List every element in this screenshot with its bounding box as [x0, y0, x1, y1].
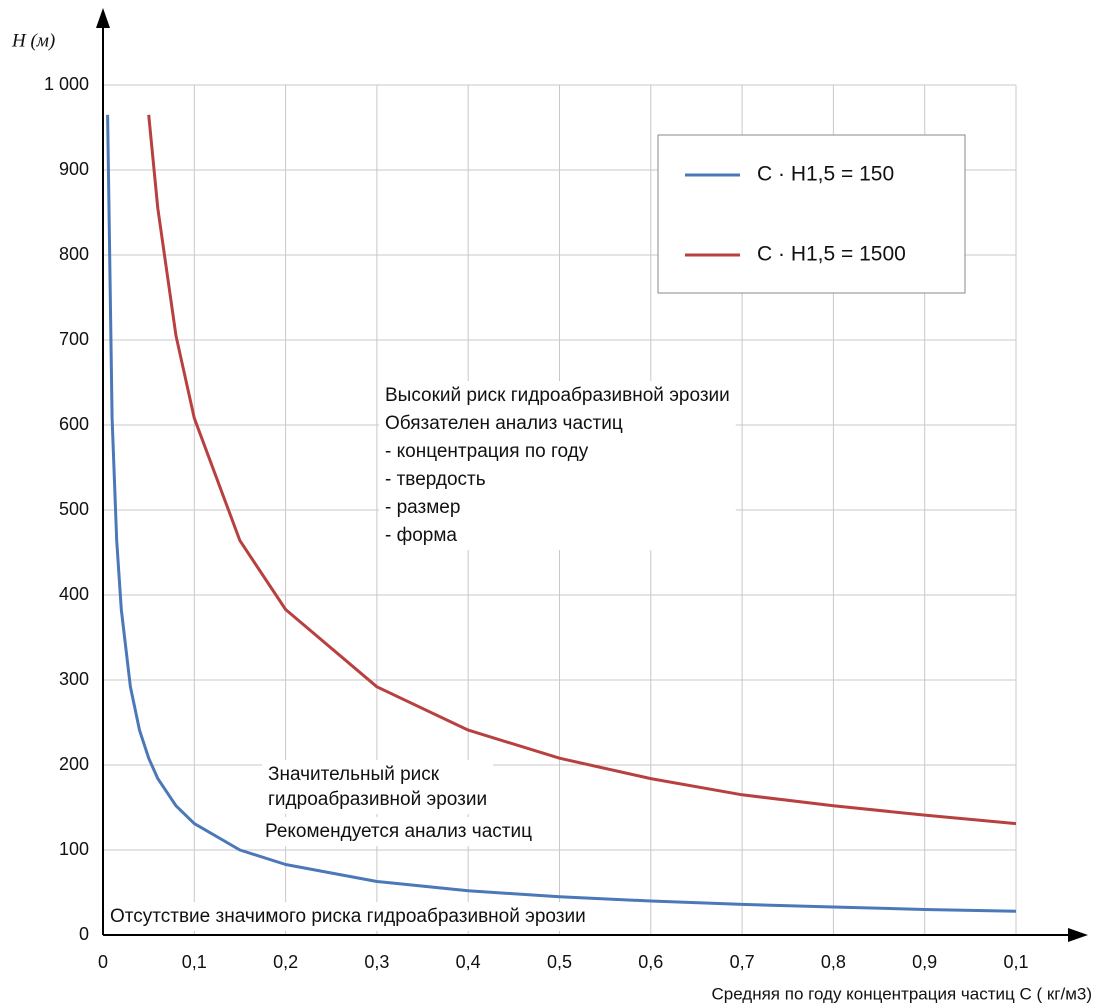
y-axis-arrow — [96, 8, 110, 28]
x-axis-label: Средняя по году концентрация частиц C ( … — [711, 984, 1092, 1003]
y-tick-label: 700 — [59, 329, 89, 349]
annotation: Значительный риск гидроабразивной эрозии — [262, 760, 494, 815]
x-tick-label: 0,9 — [912, 952, 937, 972]
legend-box — [657, 134, 966, 294]
y-tick-label: 200 — [59, 754, 89, 774]
y-tick-label: 900 — [59, 159, 89, 179]
grid — [102, 84, 1017, 936]
series-line — [147, 114, 1017, 826]
x-tick-label: 0,8 — [821, 952, 846, 972]
legend-label: C · H1,5 = 150 — [757, 163, 894, 186]
annotation-background — [379, 381, 736, 551]
annotations: Высокий риск гидроабразивной эрозии Обяза… — [104, 381, 736, 932]
y-tick-label: 1 000 — [44, 74, 89, 94]
y-tick-label: 600 — [59, 414, 89, 434]
x-tick-label: 0,1 — [182, 952, 207, 972]
y-tick-label: 400 — [59, 584, 89, 604]
x-tick-label: 0,2 — [273, 952, 298, 972]
x-tick-label: 0,7 — [730, 952, 755, 972]
annotation-background — [104, 902, 592, 932]
y-tick-label: 300 — [59, 669, 89, 689]
annotation: Отсутствие значимого риска гидроабразивн… — [104, 902, 592, 932]
series-line — [106, 114, 1017, 913]
annotation-text: - форма — [385, 525, 457, 546]
annotation-background — [259, 817, 539, 847]
y-axis-label: H (м) — [11, 30, 55, 51]
annotation-text: - твердость — [385, 469, 486, 490]
x-tick-label: 0,5 — [547, 952, 572, 972]
x-tick-label: 0,6 — [638, 952, 663, 972]
x-tick-label: 0,1 — [1003, 952, 1028, 972]
x-tick-label: 0,3 — [364, 952, 389, 972]
annotation-text: - концентрация по году — [385, 441, 589, 462]
y-tick-label: 800 — [59, 244, 89, 264]
annotation-text: Высокий риск гидроабразивной эрозии — [385, 385, 730, 406]
y-tick-label: 500 — [59, 499, 89, 519]
y-tick-label: 0 — [79, 924, 89, 944]
legend-label: C · H1,5 = 1500 — [757, 243, 906, 266]
annotation-text: Значительный риск — [268, 764, 440, 785]
annotation: Высокий риск гидроабразивной эрозии Обяза… — [379, 381, 736, 551]
annotation-text: Рекомендуется анализ частиц — [265, 821, 532, 842]
y-tick-label: 100 — [59, 839, 89, 859]
x-tick-label: 0 — [98, 952, 108, 972]
annotation-text: Отсутствие значимого риска гидроабразивн… — [110, 906, 586, 927]
annotation-text: гидроабразивной эрозии — [268, 789, 487, 810]
x-axis-arrow — [1068, 928, 1088, 942]
annotation-text: Обязателен анализ частиц — [385, 413, 623, 434]
lines — [106, 114, 1017, 913]
legend: C · H1,5 = 150 C · H1,5 = 1500 — [685, 163, 906, 266]
x-tick-label: 0,4 — [456, 952, 481, 972]
annotation-background — [262, 760, 494, 815]
annotation: Рекомендуется анализ частиц — [259, 817, 539, 847]
annotation-text: - размер — [385, 497, 460, 518]
